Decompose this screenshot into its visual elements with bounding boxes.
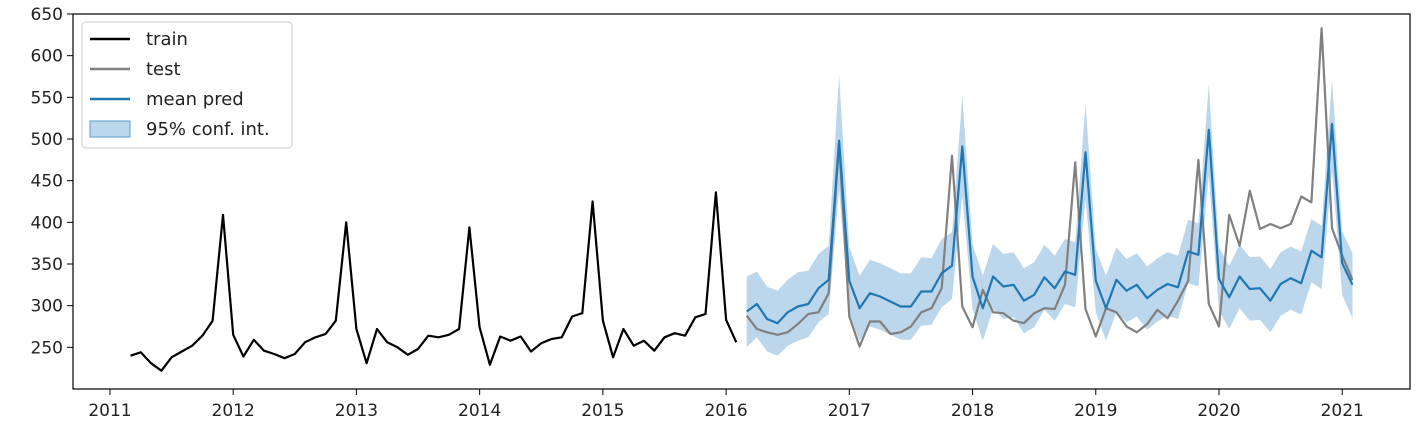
y-tick-label: 250 [31, 338, 63, 358]
legend-label: 95% conf. int. [146, 119, 270, 140]
legend-box [81, 21, 293, 149]
train-line [130, 191, 738, 372]
legend-label: test [146, 59, 181, 80]
y-tick-label: 350 [31, 255, 63, 275]
x-tick-label: 2016 [704, 401, 747, 421]
x-tick-label: 2020 [1197, 401, 1240, 421]
plot-frame [72, 13, 1411, 390]
x-tick-label: 2011 [88, 401, 131, 421]
x-tick-label: 2014 [458, 401, 501, 421]
legend-key-patch [89, 120, 131, 138]
axis-ticks: 2011 2012 2013 2014 2015 2016 2017 2018 2019 2020… [31, 5, 1364, 421]
x-tick-label: 2018 [951, 401, 994, 421]
y-tick-label: 600 [31, 47, 63, 67]
x-tick-label: 2021 [1321, 401, 1364, 421]
confidence-band [746, 74, 1353, 356]
y-tick-label: 450 [31, 172, 63, 192]
series-lines-layer [130, 27, 1354, 372]
y-tick-label: 500 [31, 130, 63, 150]
y-tick-label: 550 [31, 88, 63, 108]
x-tick-label: 2019 [1074, 401, 1117, 421]
legend: train test mean pred 95% conf. int. [81, 21, 293, 149]
x-tick-label: 2017 [828, 401, 871, 421]
legend-label: mean pred [146, 89, 244, 110]
y-tick-label: 650 [31, 5, 63, 25]
x-tick-label: 2013 [335, 401, 378, 421]
confidence-band-layer [746, 74, 1353, 356]
y-tick-label: 300 [31, 297, 63, 317]
x-tick-label: 2015 [581, 401, 624, 421]
y-tick-label: 400 [31, 213, 63, 233]
test-line [745, 27, 1354, 348]
x-tick-label: 2012 [212, 401, 255, 421]
mean-pred-line [746, 122, 1354, 325]
legend-label: train [146, 29, 188, 50]
